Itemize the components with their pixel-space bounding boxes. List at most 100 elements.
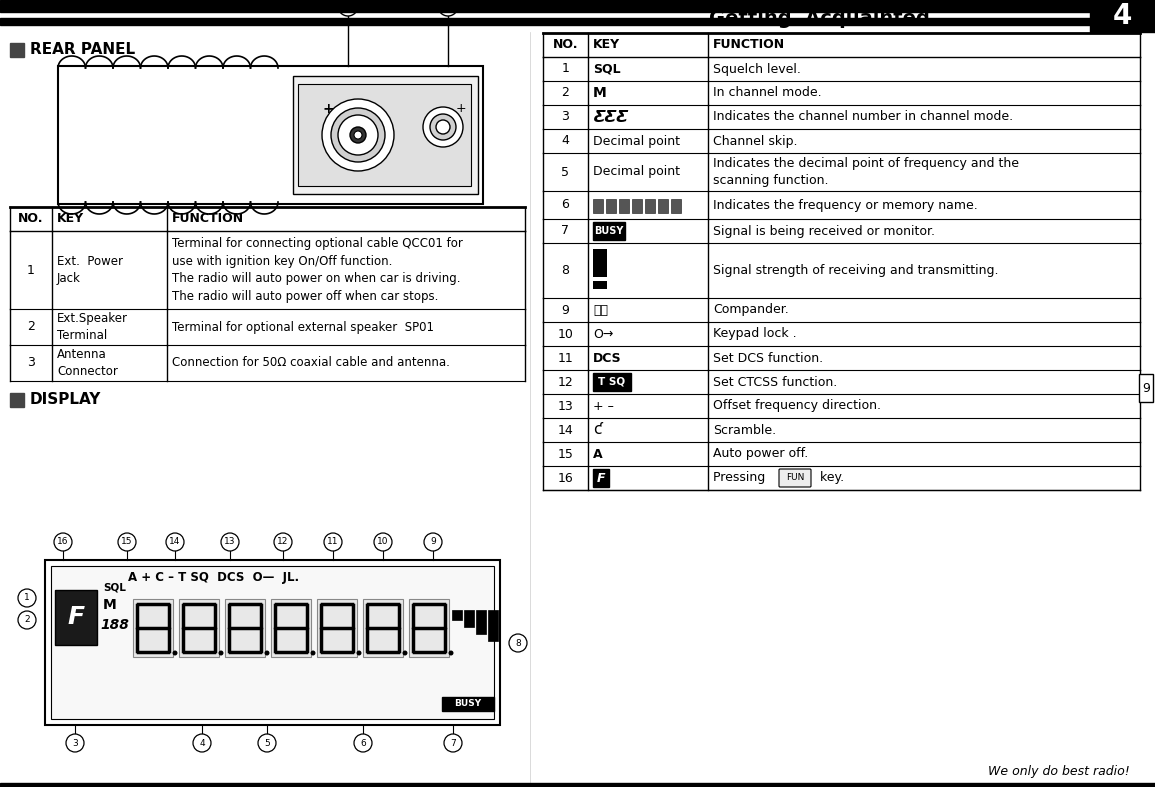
- Circle shape: [221, 533, 239, 551]
- Text: Decimal point: Decimal point: [593, 165, 680, 179]
- Text: BUSY: BUSY: [595, 226, 624, 236]
- Text: KEY: KEY: [57, 212, 84, 226]
- FancyBboxPatch shape: [778, 469, 811, 487]
- Text: 4: 4: [1112, 2, 1132, 30]
- Circle shape: [193, 734, 211, 752]
- Circle shape: [66, 734, 84, 752]
- Text: Getting  Acquainted: Getting Acquainted: [709, 9, 930, 28]
- Text: 2: 2: [445, 1, 452, 11]
- Text: Squelch level.: Squelch level.: [713, 62, 800, 76]
- Text: 4: 4: [561, 135, 569, 147]
- Text: Terminal for optional external speaker  SP01: Terminal for optional external speaker S…: [172, 320, 434, 334]
- Text: 9: 9: [430, 538, 435, 546]
- Text: Pressing: Pressing: [713, 471, 769, 485]
- Text: Decimal point: Decimal point: [593, 135, 680, 147]
- Bar: [632, 199, 642, 213]
- Bar: [51, 566, 494, 719]
- Circle shape: [18, 611, 36, 629]
- Text: O→: O→: [593, 327, 613, 341]
- Circle shape: [353, 131, 362, 139]
- Text: key.: key.: [815, 471, 844, 485]
- FancyBboxPatch shape: [1139, 374, 1153, 402]
- Text: 13: 13: [558, 400, 573, 412]
- Bar: [10, 43, 24, 57]
- Circle shape: [274, 533, 292, 551]
- Text: We only do best radio!: We only do best radio!: [989, 766, 1130, 778]
- Text: 3: 3: [27, 357, 35, 370]
- Circle shape: [444, 734, 462, 752]
- Circle shape: [423, 107, 463, 147]
- Circle shape: [338, 0, 358, 16]
- Circle shape: [350, 127, 366, 143]
- Text: SQL: SQL: [593, 62, 620, 76]
- Bar: [644, 199, 655, 213]
- Text: Ext.Speaker
Terminal: Ext.Speaker Terminal: [57, 312, 128, 342]
- Text: +: +: [456, 102, 467, 116]
- Text: 8: 8: [561, 264, 569, 277]
- Text: REAR PANEL: REAR PANEL: [30, 42, 135, 57]
- Bar: [0, 18, 1155, 25]
- Text: 16: 16: [558, 471, 573, 485]
- Text: 1: 1: [561, 62, 569, 76]
- Text: FUN: FUN: [785, 474, 804, 482]
- Bar: [293, 76, 478, 194]
- Circle shape: [424, 533, 442, 551]
- Text: 12: 12: [558, 375, 573, 389]
- Circle shape: [118, 533, 136, 551]
- Circle shape: [264, 651, 269, 656]
- Circle shape: [172, 651, 178, 656]
- Text: Signal is being received or monitor.: Signal is being received or monitor.: [713, 224, 936, 238]
- Bar: [133, 599, 173, 657]
- Circle shape: [430, 114, 456, 140]
- Circle shape: [322, 99, 394, 171]
- Circle shape: [325, 533, 342, 551]
- Text: 8: 8: [515, 638, 521, 648]
- Bar: [658, 199, 668, 213]
- Bar: [593, 264, 608, 276]
- Text: Auto power off.: Auto power off.: [713, 448, 808, 460]
- Circle shape: [54, 533, 72, 551]
- Bar: [671, 199, 681, 213]
- Text: 7: 7: [450, 738, 456, 748]
- Text: NO.: NO.: [553, 39, 579, 51]
- Bar: [45, 560, 500, 725]
- Text: ƈ: ƈ: [593, 423, 602, 438]
- Bar: [452, 610, 462, 620]
- Bar: [593, 280, 608, 289]
- Text: Scramble.: Scramble.: [713, 423, 776, 437]
- Text: 6: 6: [360, 738, 366, 748]
- Text: DISPLAY: DISPLAY: [30, 391, 102, 407]
- Bar: [593, 222, 625, 240]
- Text: F: F: [597, 471, 605, 485]
- Text: 9: 9: [1142, 382, 1150, 394]
- Circle shape: [338, 115, 378, 155]
- Text: T SQ: T SQ: [598, 377, 626, 387]
- Bar: [476, 610, 486, 634]
- Text: 6: 6: [561, 198, 569, 212]
- Text: ƸƸƸ: ƸƸƸ: [593, 109, 628, 124]
- Text: 3: 3: [344, 1, 351, 11]
- Text: 1: 1: [27, 264, 35, 276]
- Circle shape: [435, 120, 450, 134]
- Text: 3: 3: [72, 738, 77, 748]
- Text: ㏛㏜: ㏛㏜: [593, 304, 608, 316]
- Text: 5: 5: [264, 738, 270, 748]
- Text: Signal strength of receiving and transmitting.: Signal strength of receiving and transmi…: [713, 264, 999, 277]
- Text: 2: 2: [27, 320, 35, 334]
- Text: SQL: SQL: [103, 582, 126, 592]
- Text: 14: 14: [170, 538, 180, 546]
- Circle shape: [438, 0, 459, 16]
- Bar: [298, 84, 471, 186]
- Text: 188: 188: [100, 618, 129, 632]
- Bar: [409, 599, 449, 657]
- Bar: [619, 199, 629, 213]
- Bar: [593, 249, 608, 264]
- Bar: [316, 599, 357, 657]
- Text: 7: 7: [561, 224, 569, 238]
- Text: 14: 14: [558, 423, 573, 437]
- Text: 16: 16: [58, 538, 69, 546]
- Text: Offset frequency direction.: Offset frequency direction.: [713, 400, 881, 412]
- Circle shape: [374, 533, 392, 551]
- Text: 15: 15: [121, 538, 133, 546]
- Text: BUSY: BUSY: [454, 700, 482, 708]
